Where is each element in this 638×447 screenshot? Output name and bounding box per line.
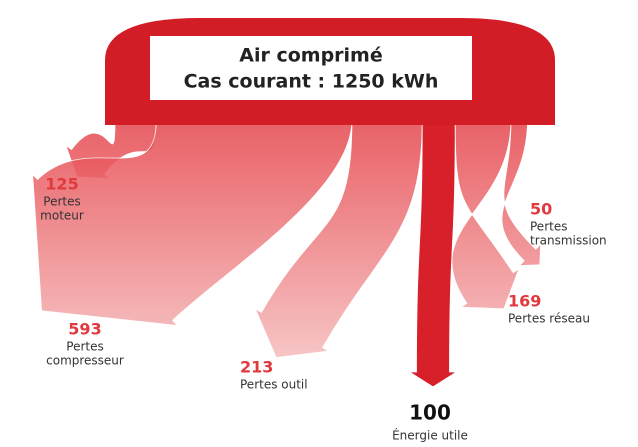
title-box [150, 36, 472, 100]
flow-value: 50 [530, 200, 552, 219]
flow-label: Pertes [43, 195, 80, 209]
flow-value: 213 [240, 358, 273, 377]
flow-label: Pertes réseau [508, 312, 590, 326]
flow-value: 593 [68, 320, 101, 339]
flow-label: Énergie utile [392, 428, 468, 443]
flow-value: 169 [508, 292, 541, 311]
flows [32, 114, 542, 388]
flow-arrow [501, 114, 542, 267]
flow-label: Pertes [66, 340, 103, 354]
chart-title: Air comprimé [239, 45, 382, 67]
flow-label: Pertes [530, 220, 567, 234]
flow-label: Pertes outil [240, 378, 308, 392]
flow-value: 125 [45, 175, 78, 194]
flow-arrow [32, 114, 353, 327]
flow-label: moteur [40, 209, 84, 223]
chart-subtitle: Cas courant : 1250 kWh [184, 71, 439, 93]
flow-label: compresseur [46, 354, 124, 368]
flow-arrow [408, 114, 458, 388]
flow-value: 100 [409, 401, 451, 425]
flow-label: transmission [530, 234, 607, 248]
flow-arrow [254, 114, 423, 358]
flow-arrow [451, 114, 520, 310]
